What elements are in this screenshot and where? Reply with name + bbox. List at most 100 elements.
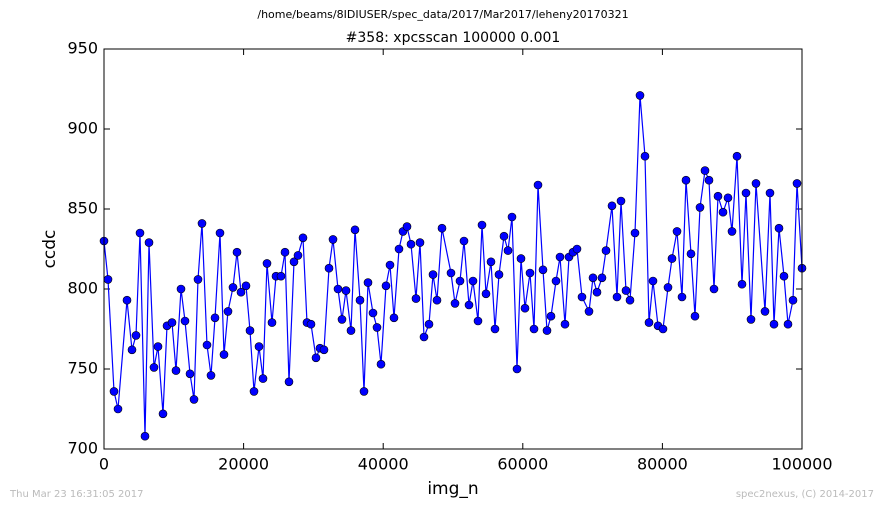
data-point: [333, 284, 343, 294]
data-point: [765, 188, 775, 198]
data-point: [774, 223, 784, 233]
data-point: [737, 279, 747, 289]
data-point: [341, 286, 351, 295]
data-point: [455, 276, 465, 286]
data-point: [783, 319, 793, 329]
data-point: [372, 323, 382, 332]
data-point: [337, 315, 347, 324]
data-point: [584, 307, 594, 316]
data-point: [597, 273, 607, 283]
data-point: [376, 359, 386, 369]
data-point: [127, 345, 137, 355]
data-point: [732, 151, 742, 161]
plot-frame: [103, 48, 803, 450]
x-tick-label: 40000: [358, 455, 409, 474]
data-point: [236, 287, 246, 297]
data-point: [319, 345, 329, 355]
data-point: [686, 249, 696, 259]
data-point: [667, 254, 677, 263]
data-point: [727, 227, 737, 236]
data-point: [516, 254, 526, 263]
x-axis-label: img_n: [427, 479, 478, 499]
data-point: [494, 270, 504, 279]
data-point: [499, 231, 509, 241]
data-point: [592, 287, 602, 297]
data-point: [254, 342, 264, 351]
data-point: [109, 387, 119, 396]
data-point: [525, 268, 535, 278]
data-point: [588, 273, 598, 283]
data-point: [572, 244, 582, 254]
data-point: [709, 284, 719, 294]
data-point: [415, 238, 425, 247]
suptitle: /home/beams/8IDIUSER/spec_data/2017/Mar2…: [257, 8, 628, 21]
y-tick-label: 800: [67, 279, 98, 298]
data-point: [381, 281, 391, 291]
data-point: [546, 311, 556, 321]
data-point: [788, 295, 798, 305]
data-point: [228, 283, 238, 292]
data-point: [149, 363, 159, 372]
data-point: [612, 292, 622, 302]
data-point: [507, 212, 517, 222]
data-point: [713, 191, 723, 201]
data-point: [232, 247, 242, 257]
data-point: [176, 284, 186, 294]
data-point: [311, 353, 321, 363]
data-point: [577, 292, 587, 302]
data-point: [394, 244, 404, 254]
data-point: [779, 271, 789, 281]
data-point: [621, 286, 631, 295]
data-point: [171, 366, 181, 375]
data-point: [468, 276, 478, 286]
data-point: [122, 295, 132, 305]
data-point: [428, 270, 438, 279]
data-point: [486, 257, 496, 267]
data-point: [477, 220, 487, 230]
data-point: [690, 311, 700, 321]
data-point: [555, 252, 565, 262]
data-point: [223, 307, 233, 316]
data-point: [262, 259, 272, 268]
data-point: [432, 295, 442, 305]
data-point: [625, 295, 635, 305]
data-point: [153, 342, 163, 351]
data-point: [769, 319, 779, 329]
data-point: [464, 300, 474, 310]
data-point: [635, 91, 645, 100]
data-point: [368, 308, 378, 318]
data-point: [681, 175, 691, 185]
y-tick-label: 900: [67, 119, 98, 138]
y-tick-label: 700: [67, 439, 98, 458]
data-point: [437, 223, 447, 233]
data-point: [663, 283, 673, 292]
data-point: [512, 364, 522, 374]
y-tick-label: 750: [67, 359, 98, 378]
data-point: [355, 295, 365, 305]
data-point: [241, 281, 251, 291]
data-point: [746, 315, 756, 324]
data-point: [503, 246, 513, 255]
data-point: [389, 313, 399, 323]
data-point: [672, 227, 682, 236]
data-point: [289, 257, 299, 267]
data-point: [424, 319, 434, 329]
data-point: [402, 222, 412, 231]
data-point: [533, 180, 543, 190]
data-point: [446, 268, 456, 278]
data-point: [113, 404, 123, 414]
data-point: [630, 228, 640, 238]
data-point: [298, 233, 308, 243]
x-tick-label: 80000: [637, 455, 688, 474]
data-point: [760, 307, 770, 316]
data-point: [185, 369, 195, 379]
data-point: [551, 276, 561, 286]
data-point: [158, 409, 168, 419]
data-point: [529, 324, 539, 334]
data-point: [284, 377, 294, 387]
data-point: [700, 166, 710, 175]
data-point: [411, 294, 421, 303]
data-point: [723, 193, 733, 203]
data-point: [607, 201, 617, 211]
